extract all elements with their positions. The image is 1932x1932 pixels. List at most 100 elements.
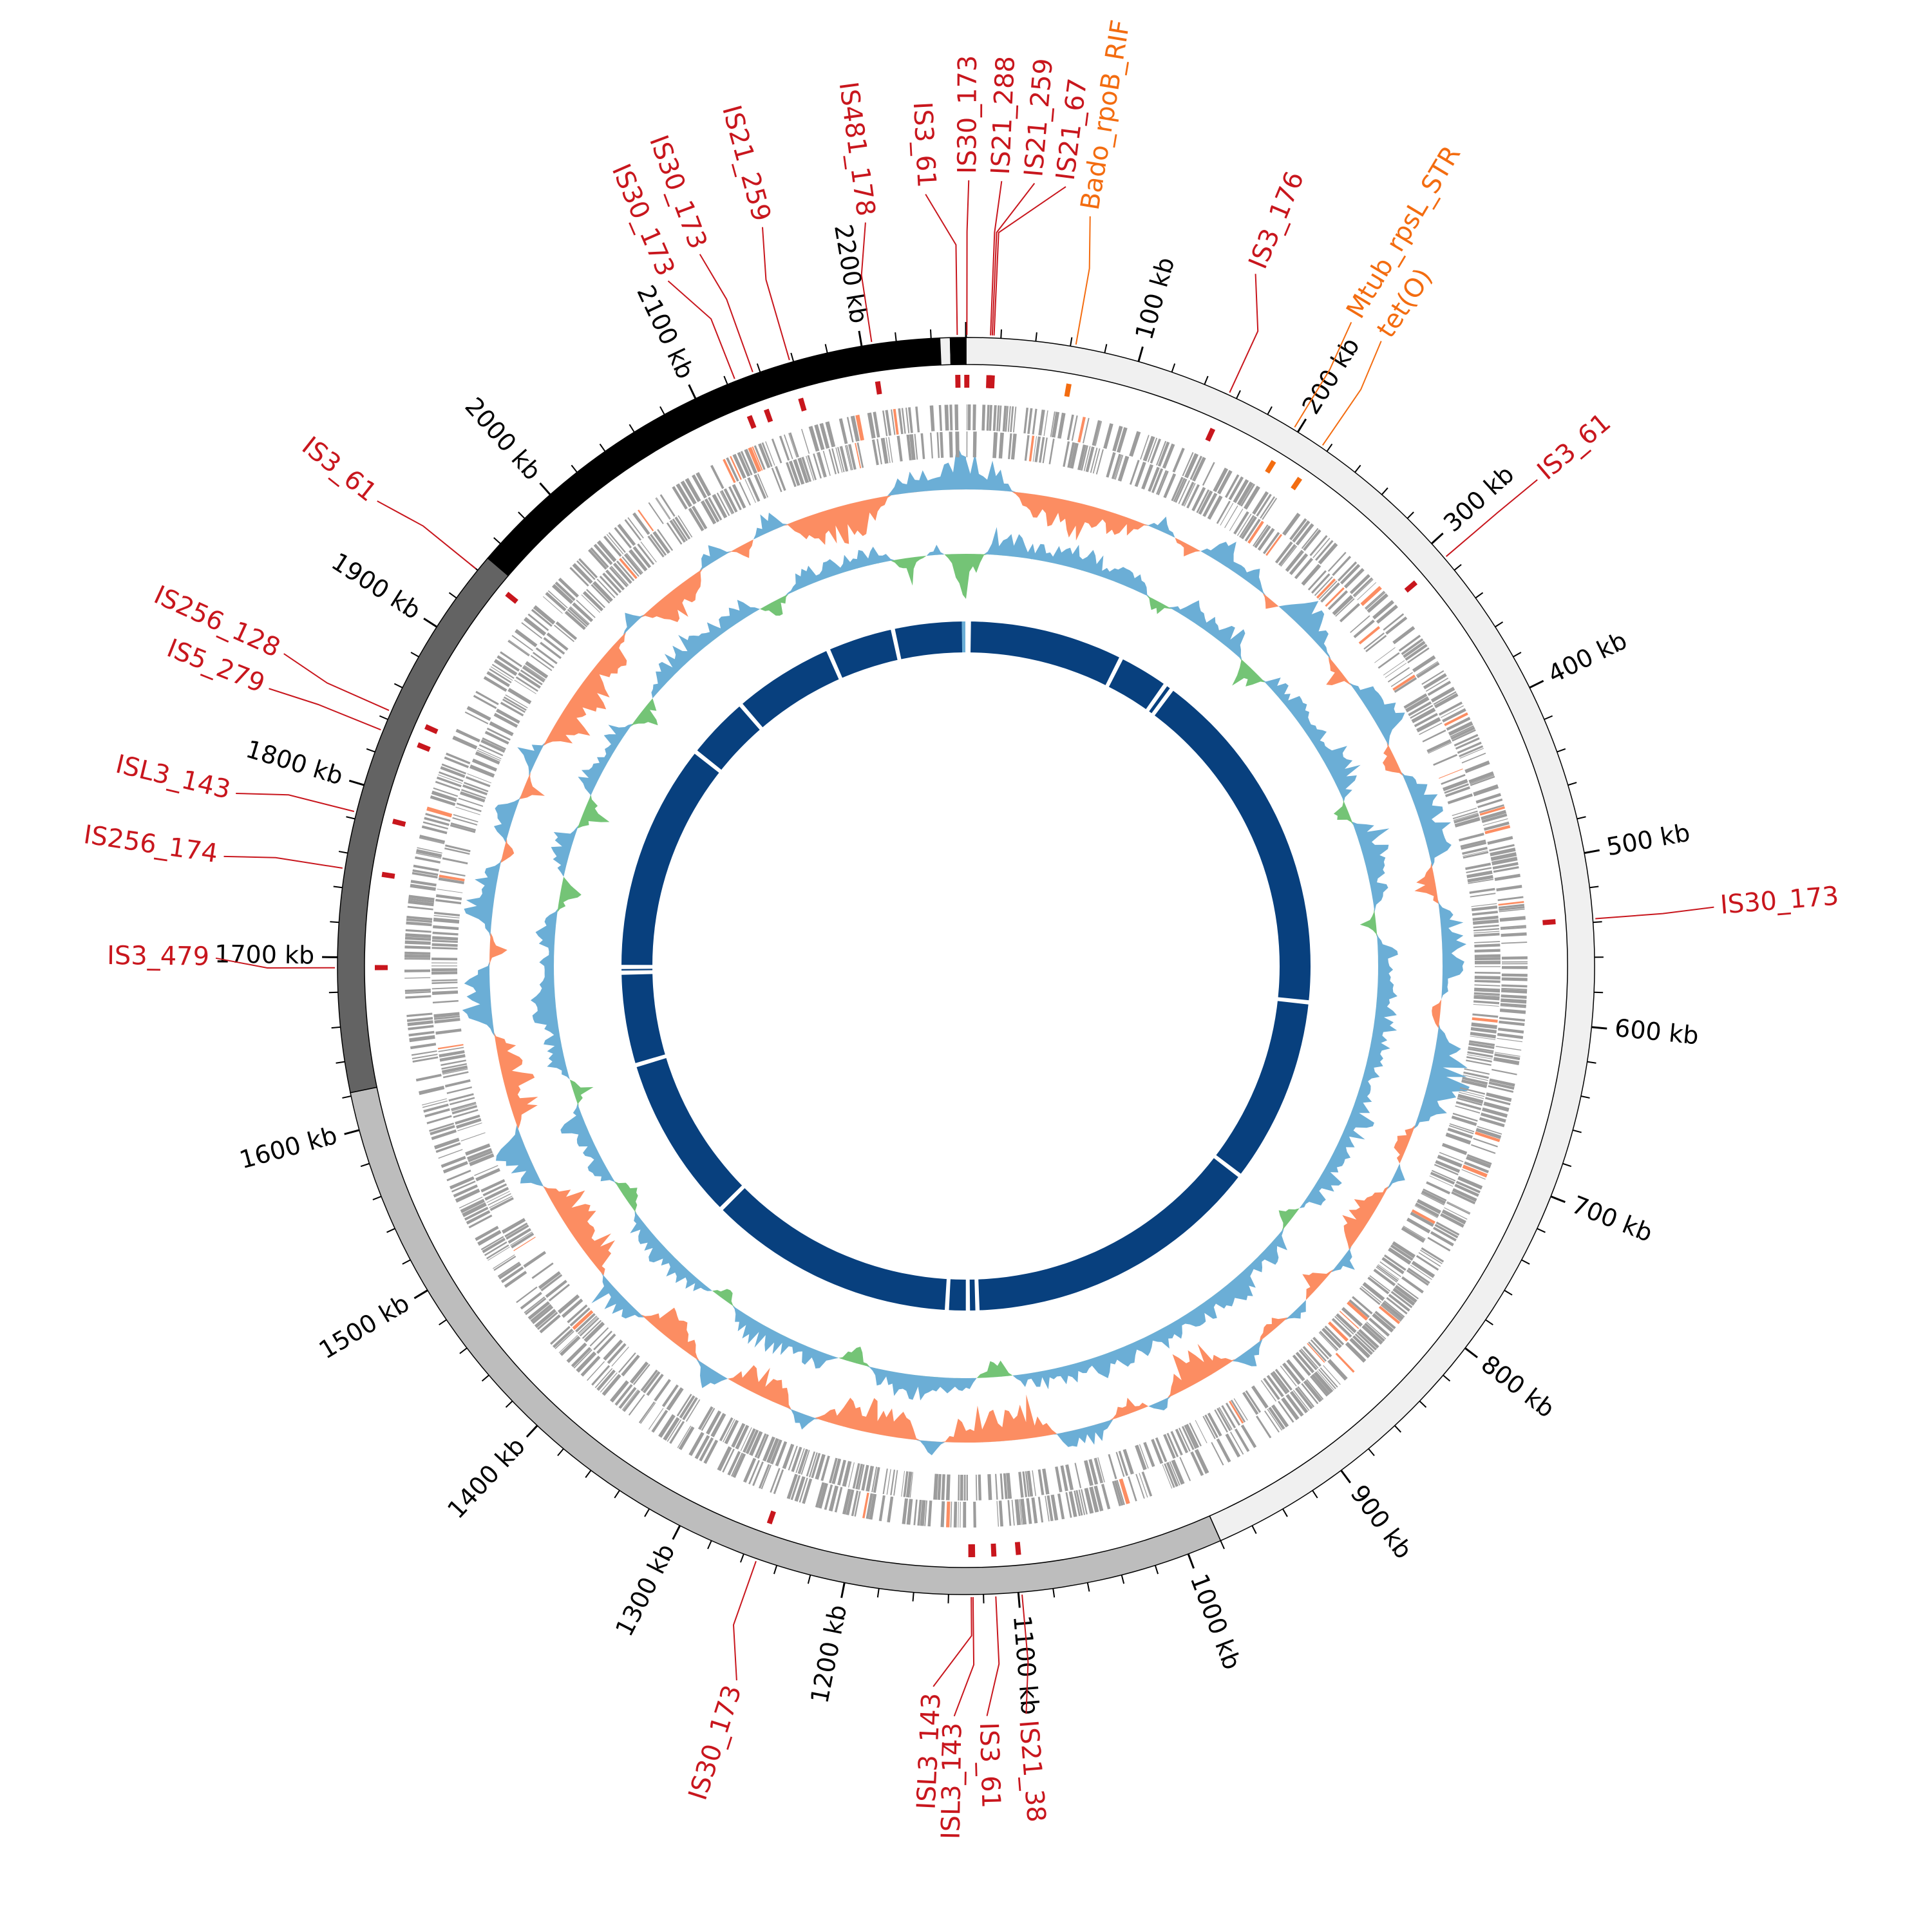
gene xyxy=(1457,1094,1484,1104)
gene xyxy=(1466,867,1492,874)
gene xyxy=(1474,960,1501,965)
feature-connector xyxy=(1595,906,1714,920)
gene xyxy=(1216,500,1231,524)
ring-gap xyxy=(620,965,654,969)
gene xyxy=(896,435,903,462)
gene xyxy=(422,1098,448,1106)
minor-tick xyxy=(1282,1508,1288,1517)
gene xyxy=(1465,862,1492,871)
gene xyxy=(846,444,853,471)
gene xyxy=(1385,663,1407,678)
gene xyxy=(752,446,763,471)
feature-connector xyxy=(667,280,735,379)
gene xyxy=(1473,1000,1500,1005)
gene xyxy=(1473,995,1500,1001)
gene xyxy=(1286,1359,1305,1381)
gene xyxy=(591,1365,611,1386)
minor-tick xyxy=(1419,1400,1427,1408)
gene xyxy=(1335,1352,1355,1373)
feature-mark xyxy=(763,408,773,423)
gene xyxy=(996,405,1000,431)
tick-label: 1200 kb xyxy=(805,1602,852,1706)
gene xyxy=(1493,866,1519,873)
gene xyxy=(850,415,860,442)
gene xyxy=(813,453,822,479)
feature-mark xyxy=(766,1510,776,1525)
gene xyxy=(1308,1341,1327,1362)
gene xyxy=(534,1309,557,1329)
gene xyxy=(1366,1321,1387,1340)
gene xyxy=(500,701,524,717)
gene xyxy=(1318,1332,1338,1352)
gene xyxy=(455,1118,482,1129)
gene xyxy=(1477,798,1503,808)
gene xyxy=(593,1331,612,1350)
gene xyxy=(1410,1211,1434,1227)
feature-label: IS30_173 xyxy=(952,55,983,174)
gene xyxy=(1473,924,1499,929)
gene xyxy=(1189,1423,1202,1446)
gene xyxy=(1220,502,1234,526)
gene xyxy=(507,640,530,657)
gene xyxy=(1112,1481,1121,1506)
gene xyxy=(1474,966,1501,967)
gene xyxy=(405,929,431,933)
gene xyxy=(1267,1408,1283,1431)
gene xyxy=(1318,1368,1336,1390)
gene xyxy=(596,1333,616,1354)
gene xyxy=(1461,752,1486,764)
ring-gap xyxy=(1104,656,1124,688)
gene xyxy=(1455,737,1480,750)
gene xyxy=(1472,1017,1498,1023)
gene xyxy=(1473,992,1500,996)
gene xyxy=(1470,1036,1496,1040)
gene xyxy=(672,486,688,510)
gene xyxy=(1434,1224,1459,1238)
gene xyxy=(941,1474,945,1501)
gene xyxy=(1493,1057,1520,1066)
gene xyxy=(958,1474,960,1501)
gene xyxy=(924,1500,927,1526)
gene xyxy=(568,607,589,626)
gene xyxy=(831,448,840,474)
gene xyxy=(596,1369,616,1391)
gene xyxy=(442,1065,468,1074)
gene xyxy=(1416,661,1438,676)
gene xyxy=(1092,448,1101,474)
gene xyxy=(1383,1300,1405,1318)
gene xyxy=(431,1129,457,1141)
gene xyxy=(599,575,619,596)
gene xyxy=(1368,1317,1390,1337)
gene xyxy=(766,1437,779,1464)
gene xyxy=(770,1439,782,1464)
gene xyxy=(415,856,441,864)
gene xyxy=(417,847,442,854)
gene xyxy=(464,711,489,724)
minor-tick xyxy=(659,406,665,415)
gene xyxy=(1252,491,1269,515)
gene xyxy=(802,1478,813,1504)
gene xyxy=(611,1347,629,1367)
gene xyxy=(1444,1207,1468,1220)
gene xyxy=(524,665,546,680)
gene xyxy=(408,1030,435,1037)
gene xyxy=(1147,437,1158,462)
gene xyxy=(1106,452,1116,478)
gene xyxy=(1486,1092,1512,1102)
gene xyxy=(1390,1244,1414,1261)
gene xyxy=(771,468,782,493)
gene xyxy=(1172,448,1185,473)
gene xyxy=(1320,582,1340,603)
gene xyxy=(490,666,513,681)
gene xyxy=(1470,1032,1497,1039)
gene xyxy=(795,1448,805,1473)
minor-tick xyxy=(386,1227,395,1233)
gene xyxy=(1490,852,1517,862)
gene xyxy=(852,1463,860,1489)
gene xyxy=(1378,652,1400,669)
gene xyxy=(1318,542,1338,565)
gene xyxy=(561,1298,583,1318)
gene xyxy=(1489,1078,1515,1087)
gene xyxy=(754,1433,767,1458)
gene xyxy=(571,1347,592,1368)
